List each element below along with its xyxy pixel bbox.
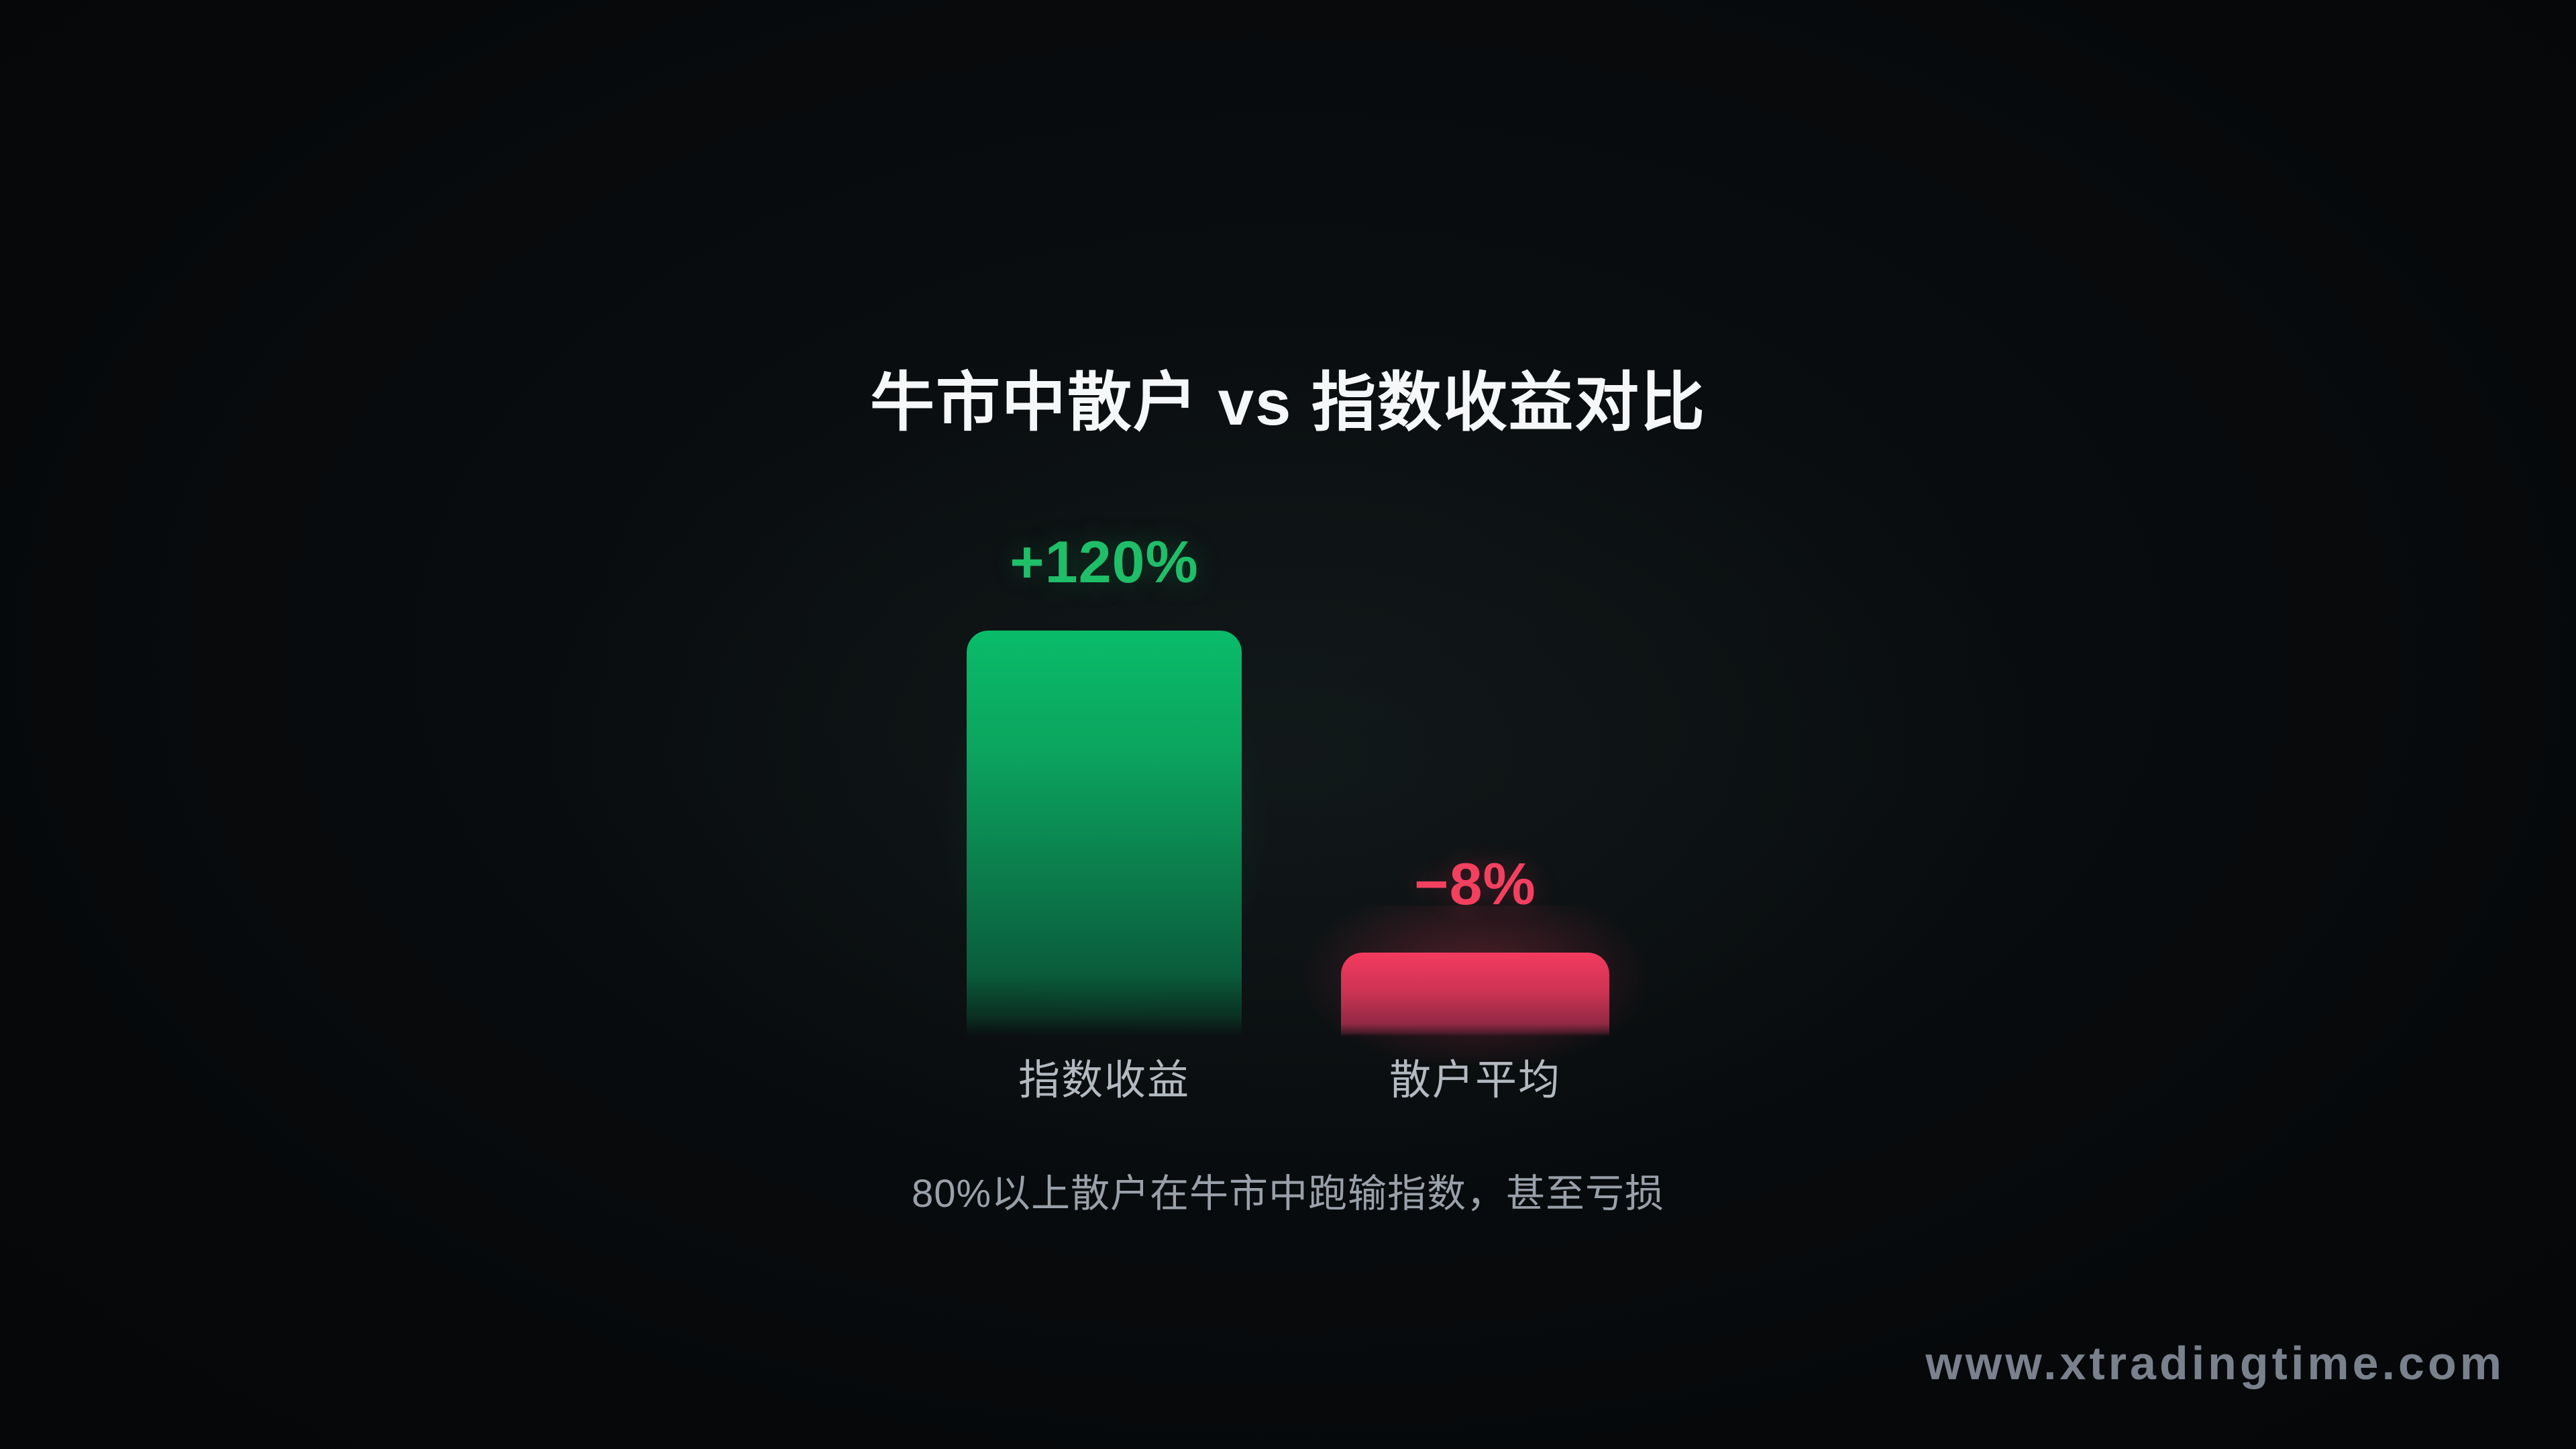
bar-chart: +120% 指数收益 −8% 散户平均: [920, 529, 1656, 1104]
website-watermark: www.xtradingtime.com: [1925, 1337, 2505, 1389]
green-bar-index-return: [967, 631, 1242, 1036]
bar-wrap-retail-average: [1294, 906, 1656, 1063]
bar-group-retail-average: −8% 散户平均: [1294, 851, 1656, 1104]
red-bar-retail-average: [1341, 953, 1609, 1036]
category-label-index-return: 指数收益: [1018, 1057, 1190, 1104]
value-label-index-return: +120%: [1010, 529, 1199, 595]
category-label-retail-average: 散户平均: [1389, 1057, 1561, 1104]
bar-wrap-index-return: [920, 584, 1289, 1063]
chart-annotation: 80%以上散户在牛市中跑输指数，甚至亏损: [911, 1172, 1665, 1216]
bar-group-index-return: +120% 指数收益: [920, 529, 1289, 1104]
value-label-retail-average: −8%: [1414, 851, 1536, 917]
chart-title: 牛市中散户 vs 指数收益对比: [869, 367, 1707, 439]
